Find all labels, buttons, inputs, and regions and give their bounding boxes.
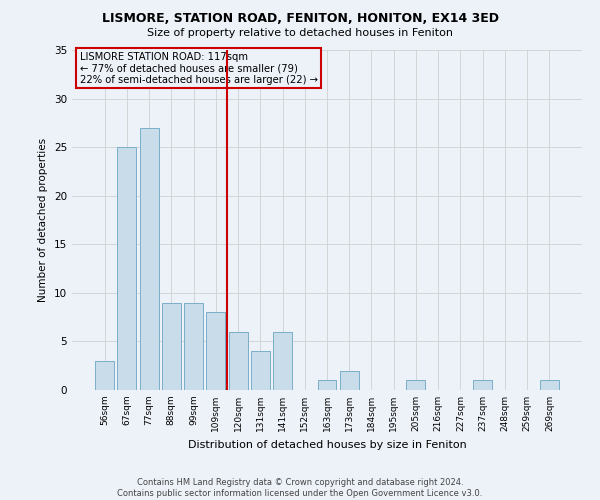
Bar: [406, 380, 425, 390]
Y-axis label: Number of detached properties: Number of detached properties: [38, 138, 49, 302]
Text: Contains HM Land Registry data © Crown copyright and database right 2024.
Contai: Contains HM Land Registry data © Crown c…: [118, 478, 482, 498]
Bar: [251, 351, 270, 390]
Bar: [273, 332, 292, 390]
Bar: [229, 332, 248, 390]
Text: Size of property relative to detached houses in Feniton: Size of property relative to detached ho…: [147, 28, 453, 38]
Bar: [317, 380, 337, 390]
Bar: [118, 147, 136, 390]
Bar: [162, 302, 181, 390]
Text: LISMORE, STATION ROAD, FENITON, HONITON, EX14 3ED: LISMORE, STATION ROAD, FENITON, HONITON,…: [101, 12, 499, 26]
X-axis label: Distribution of detached houses by size in Feniton: Distribution of detached houses by size …: [188, 440, 466, 450]
Text: LISMORE STATION ROAD: 117sqm
← 77% of detached houses are smaller (79)
22% of se: LISMORE STATION ROAD: 117sqm ← 77% of de…: [80, 52, 317, 85]
Bar: [184, 302, 203, 390]
Bar: [340, 370, 359, 390]
Bar: [140, 128, 158, 390]
Bar: [540, 380, 559, 390]
Bar: [95, 361, 114, 390]
Bar: [473, 380, 492, 390]
Bar: [206, 312, 225, 390]
